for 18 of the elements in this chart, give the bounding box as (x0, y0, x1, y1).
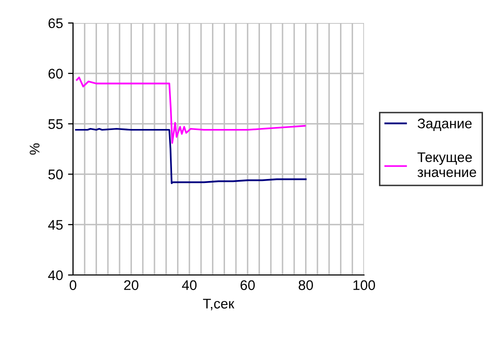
y-axis-title: % (30, 143, 40, 155)
x-tick-label: 40 (182, 280, 197, 290)
x-tick-label: 20 (124, 280, 138, 290)
y-tick-label: 50 (48, 170, 63, 180)
y-tick-label: 45 (48, 220, 63, 230)
x-tick-label: 60 (240, 280, 255, 290)
legend-label: Текущее значение (417, 152, 476, 178)
legend-label: Задание (418, 118, 472, 131)
y-tick-label: 55 (48, 119, 63, 129)
y-tick-label: 60 (48, 68, 63, 79)
y-tick-label: 65 (48, 18, 63, 28)
x-axis-title: T,сек (203, 298, 234, 310)
x-tick-label: 100 (353, 280, 376, 290)
line-series (75, 128, 307, 184)
x-tick-label: 0 (70, 280, 76, 290)
y-tick-label: 40 (48, 270, 63, 280)
x-tick-label: 80 (298, 280, 313, 290)
line-series (76, 76, 306, 144)
